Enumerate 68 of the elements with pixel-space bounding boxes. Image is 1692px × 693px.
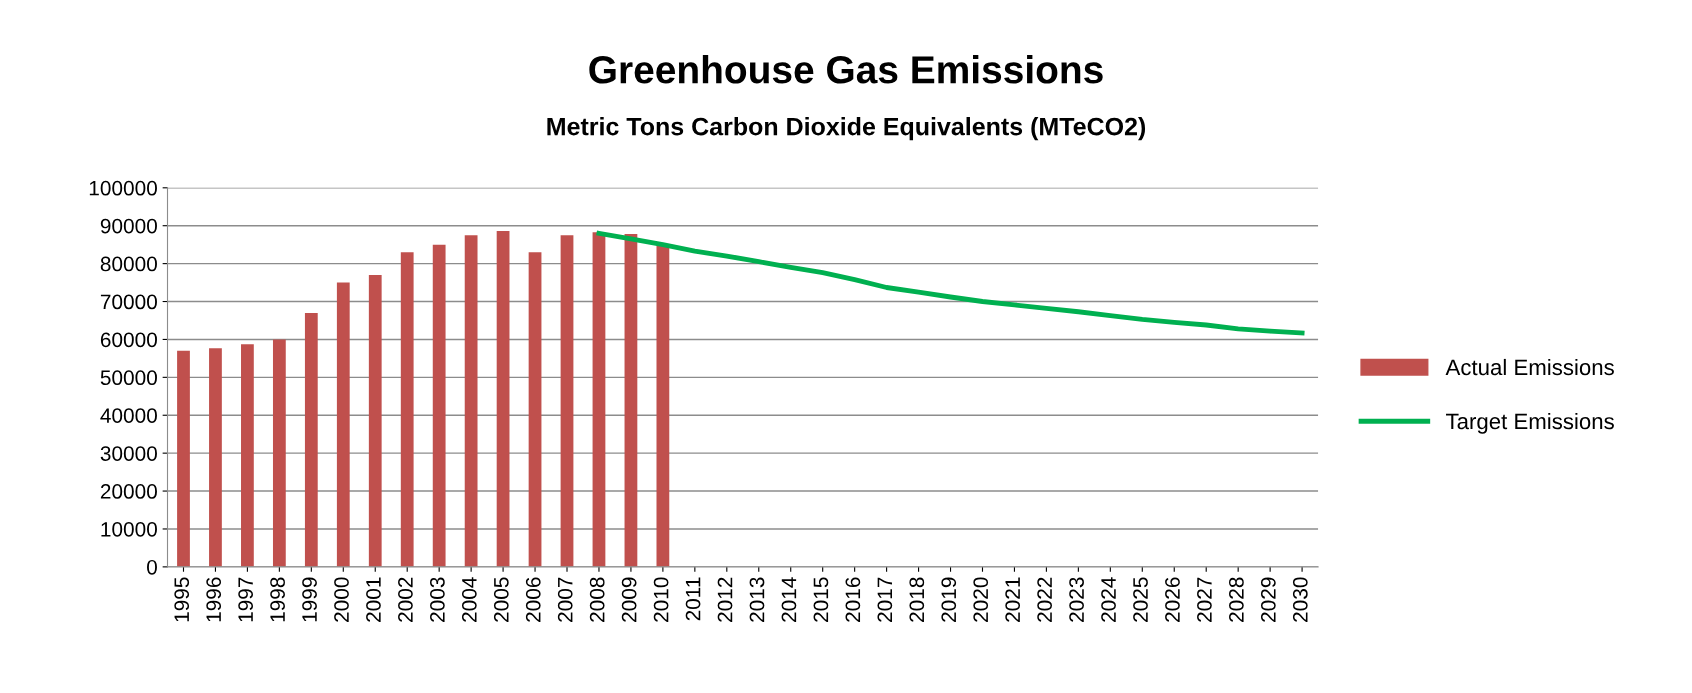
bar: [496, 231, 510, 567]
bar: [272, 339, 286, 567]
x-tick-label: 2014: [781, 577, 797, 622]
x-tick-label: 2023: [1069, 577, 1084, 622]
x-tick-label: 2021: [1005, 577, 1021, 622]
y-tick-label: 90000: [100, 218, 157, 234]
x-tick-label: 2016: [845, 577, 861, 622]
bar: [464, 235, 478, 567]
x-tick-label: 1997: [238, 577, 253, 622]
x-tick-label: 2027: [1197, 577, 1212, 622]
x-tick-label: 1996: [206, 577, 222, 622]
y-tick-label: 60000: [100, 332, 157, 348]
bar: [624, 234, 638, 567]
y-tick-label: 80000: [100, 256, 157, 272]
y-tick-label: 10000: [101, 521, 157, 537]
x-tick-label: 2013: [749, 577, 765, 622]
chart-title: Greenhouse Gas Emissions: [589, 54, 1103, 84]
legend-label: Actual Emissions: [1445, 358, 1614, 376]
x-tick-label: 2009: [621, 577, 637, 622]
x-tick-label: 2022: [1037, 577, 1052, 622]
y-tick-label: 20000: [100, 484, 157, 499]
bar: [304, 312, 318, 567]
bar: [241, 344, 254, 567]
x-tick-label: 2024: [1101, 577, 1116, 622]
chart-subtitle: Metric Tons Carbon Dioxide Equivalents (MTeCO2): [547, 117, 1146, 141]
x-tick-label: 2019: [941, 577, 957, 622]
bar: [656, 244, 670, 567]
x-tick-label: 1998: [270, 577, 285, 622]
bar: [336, 282, 350, 567]
x-tick-label: 2020: [973, 577, 989, 622]
x-tick-label: 2028: [1229, 577, 1244, 622]
x-tick-label: 2004: [461, 577, 477, 622]
x-tick-label: 2002: [398, 577, 413, 622]
y-tick-label: 40000: [100, 408, 157, 423]
x-tick-label: 2015: [813, 577, 829, 622]
legend-label: Target Emissions: [1446, 412, 1614, 434]
x-tick-label: 1995: [174, 577, 190, 622]
bar: [177, 350, 190, 567]
x-tick-label: 2007: [557, 577, 573, 622]
bar: [528, 252, 542, 567]
x-tick-label: 1999: [302, 577, 317, 622]
y-tick-label: 30000: [100, 446, 157, 461]
y-tick-label: 100000: [89, 180, 157, 196]
y-tick-label: 50000: [100, 370, 157, 386]
x-tick-label: 2006: [525, 577, 541, 622]
line-series: [596, 230, 1305, 336]
bar: [592, 232, 606, 567]
x-tick-label: 2011: [685, 577, 701, 621]
x-tick-label: 2000: [334, 577, 349, 622]
x-tick-label: 2012: [717, 577, 733, 622]
bar: [368, 274, 382, 567]
x-tick-label: 2029: [1260, 577, 1276, 622]
x-tick-label: 2017: [877, 577, 893, 622]
x-tick-label: 2010: [653, 577, 669, 622]
x-tick-label: 2008: [589, 577, 605, 622]
x-tick-label: 2025: [1133, 577, 1148, 622]
x-tick-label: 2030: [1292, 577, 1308, 622]
x-tick-label: 2018: [909, 577, 925, 622]
x-tick-label: 2001: [366, 577, 381, 622]
y-tick-label: 0: [147, 559, 157, 575]
bar: [400, 252, 414, 567]
bar: [209, 348, 222, 567]
bar: [560, 235, 574, 567]
bar: [432, 244, 446, 567]
y-tick-label: 70000: [100, 294, 157, 310]
x-tick-label: 2026: [1165, 577, 1180, 622]
x-tick-label: 2005: [493, 577, 509, 622]
x-tick-label: 2003: [430, 577, 445, 622]
